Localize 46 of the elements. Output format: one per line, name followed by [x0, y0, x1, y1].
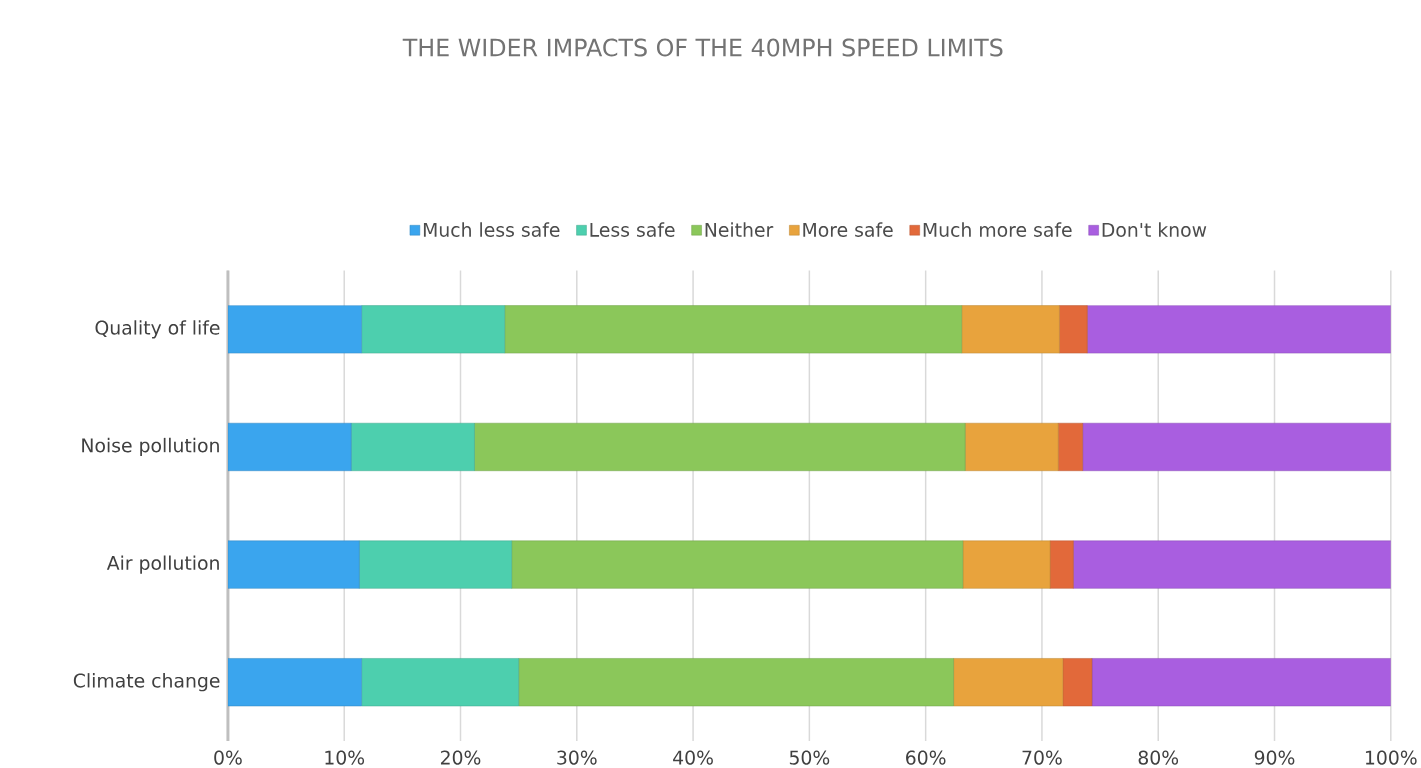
y-tick-label: Climate change	[73, 673, 220, 692]
bar	[1087, 305, 1391, 354]
legend-label: Much less safe	[423, 222, 560, 237]
legend-label: Neither	[705, 222, 774, 237]
bar	[361, 658, 519, 707]
bar	[227, 305, 362, 354]
legend-label: Less safe	[590, 222, 675, 237]
bar	[350, 422, 475, 471]
bar	[518, 658, 954, 707]
bar	[511, 540, 964, 589]
bar	[953, 658, 1064, 707]
y-tick-label: Quality of life	[95, 320, 220, 339]
x-tick-label: 60%	[906, 750, 946, 765]
x-tick-label: 90%	[1254, 750, 1295, 765]
x-tick-label: 0%	[214, 750, 242, 765]
x-tick-label: 50%	[789, 750, 830, 765]
bar	[227, 658, 362, 707]
bar	[964, 422, 1059, 471]
bar	[227, 540, 360, 589]
bar	[1091, 658, 1391, 707]
x-tick-label: 100%	[1365, 750, 1417, 765]
y-tick-label: Air pollution	[106, 555, 219, 574]
bar	[359, 540, 512, 589]
bar	[961, 305, 1060, 354]
y-tick-label: Noise pollution	[82, 437, 219, 457]
legend-label: Much more safe	[923, 222, 1072, 237]
legend-label: More safe	[803, 222, 893, 237]
bar	[1073, 540, 1391, 589]
bar	[1059, 305, 1088, 354]
bar	[504, 305, 962, 354]
bar	[962, 540, 1051, 589]
x-tick-label: 10%	[325, 750, 365, 765]
bar	[1057, 422, 1083, 471]
chart-title: THE WIDER IMPACTS OF THE 40MPH SPEED LIMITS	[402, 38, 1003, 57]
bar	[474, 422, 966, 471]
x-tick-label: 30%	[557, 750, 597, 765]
x-tick-label: 20%	[440, 750, 481, 765]
bar	[361, 305, 505, 354]
x-tick-label: 40%	[673, 750, 713, 765]
x-tick-label: 80%	[1138, 750, 1179, 765]
bar	[1049, 540, 1074, 589]
legend-label: Don't know	[1102, 222, 1207, 237]
x-tick-label: 70%	[1022, 750, 1062, 765]
bar	[227, 422, 352, 471]
bar	[1062, 658, 1093, 707]
bar	[1082, 422, 1391, 471]
